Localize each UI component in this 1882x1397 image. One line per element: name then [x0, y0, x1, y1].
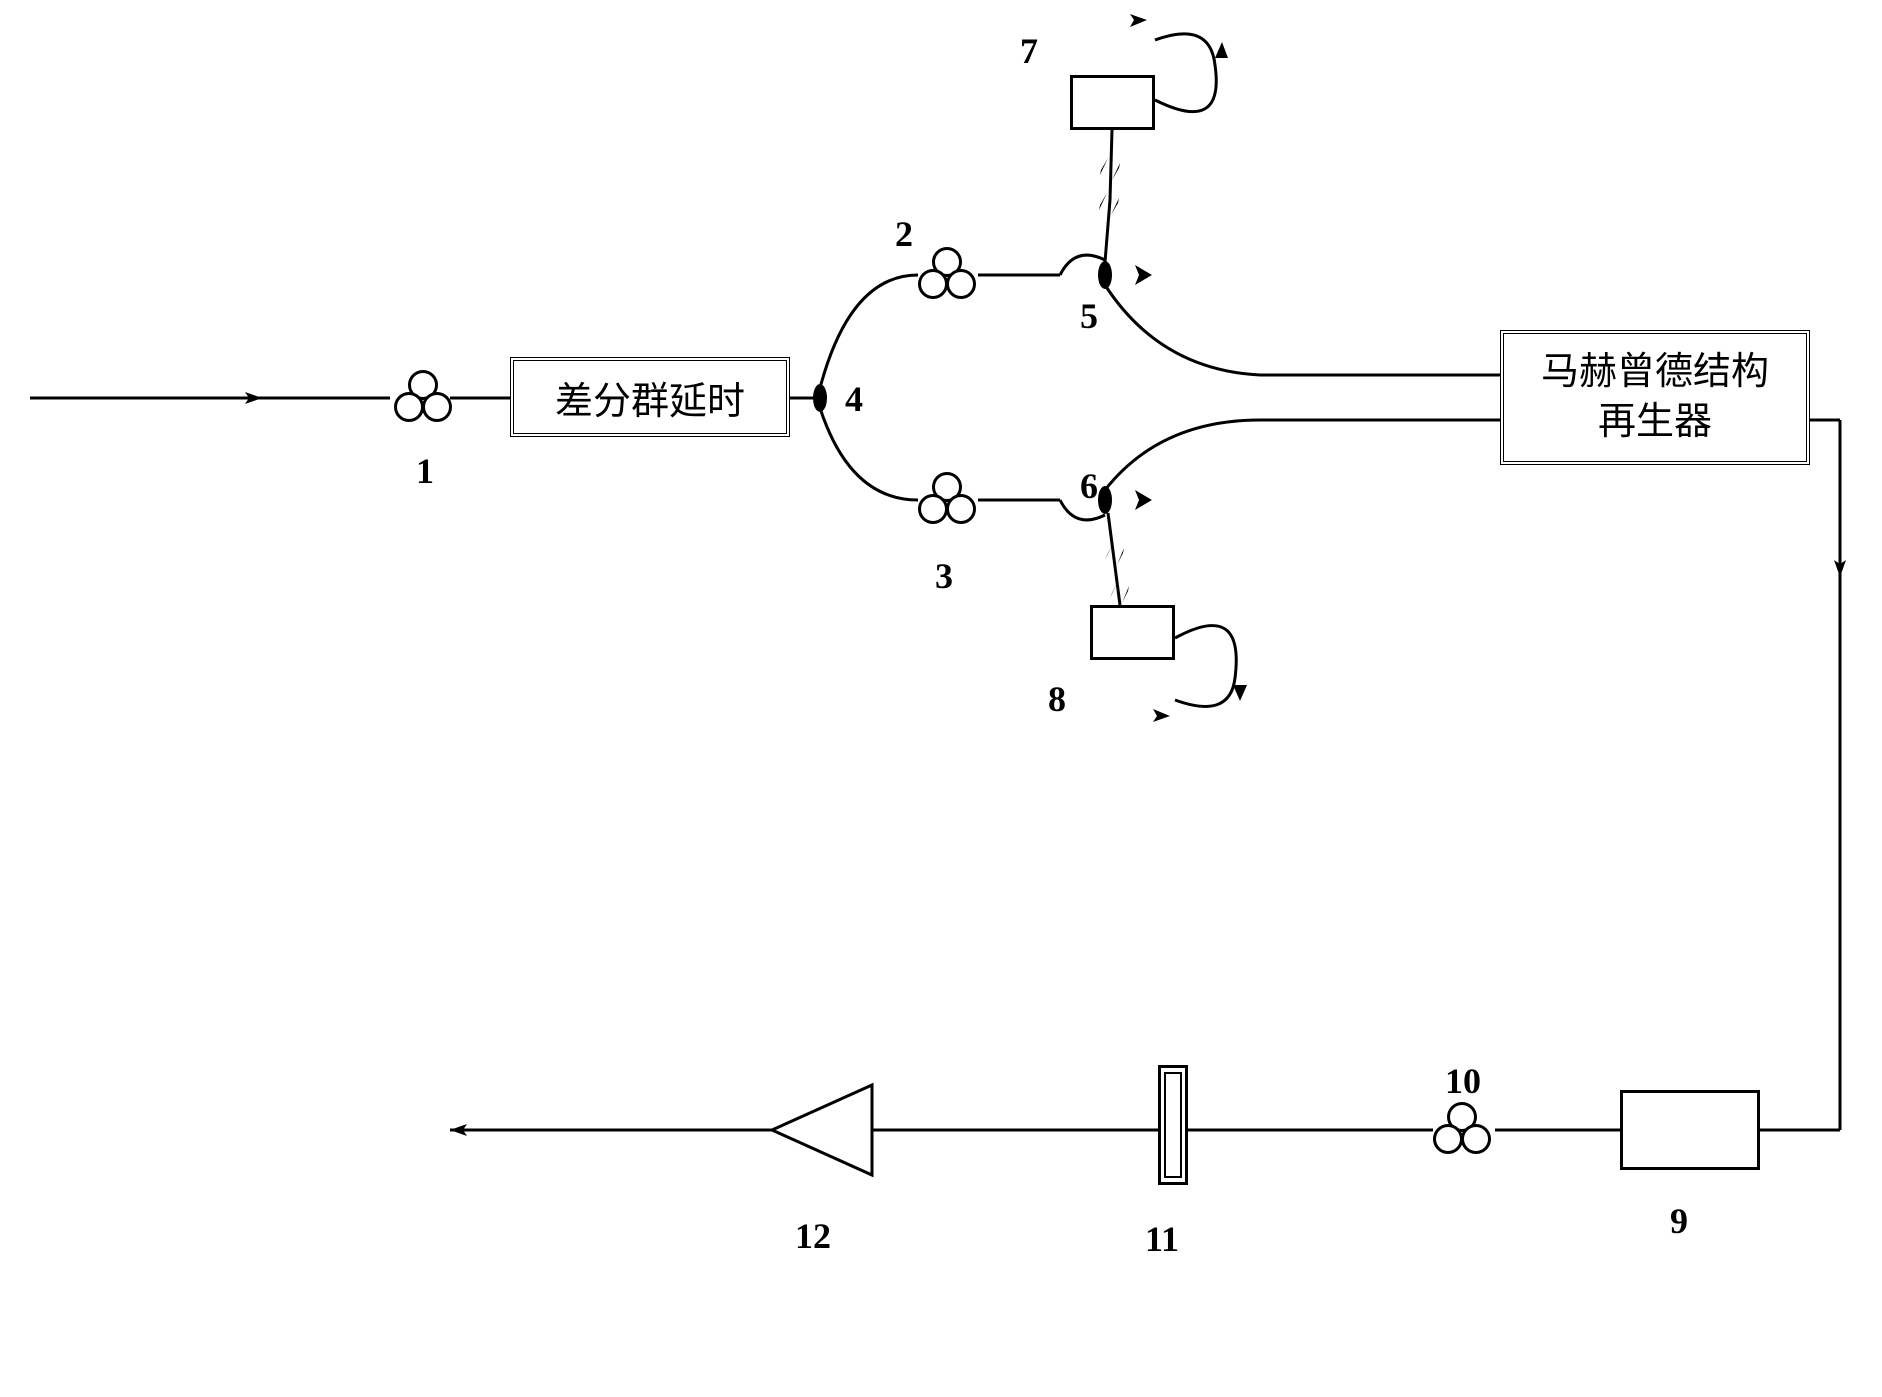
label-9: 9 [1670, 1200, 1688, 1242]
wdm-9 [1620, 1090, 1760, 1170]
diagram-canvas: 1 差分群延时 2 3 4 5 6 7 8 马赫曾德结构 再生器 9 10 11… [0, 0, 1882, 1397]
label-12: 12 [795, 1215, 831, 1257]
label-1: 1 [416, 450, 434, 492]
dgd-box: 差分群延时 [510, 357, 790, 437]
pc-3 [918, 478, 978, 526]
pc-1 [394, 376, 454, 424]
dgd-label: 差分群延时 [555, 370, 745, 425]
label-2: 2 [895, 213, 913, 255]
label-5: 5 [1080, 295, 1098, 337]
mz-label-line2: 再生器 [1598, 398, 1712, 447]
label-10: 10 [1445, 1060, 1481, 1102]
pc-2 [918, 253, 978, 301]
label-6: 6 [1080, 465, 1098, 507]
pc-10 [1433, 1108, 1493, 1156]
mz-regenerator-box: 马赫曾德结构 再生器 [1500, 330, 1810, 465]
filter-11-inner [1164, 1072, 1182, 1178]
isolator-8 [1090, 605, 1175, 660]
label-11: 11 [1145, 1218, 1179, 1260]
label-7: 7 [1020, 30, 1038, 72]
label-8: 8 [1048, 678, 1066, 720]
isolator-7 [1070, 75, 1155, 130]
connection-lines [0, 0, 1882, 1397]
label-3: 3 [935, 555, 953, 597]
mz-label-line1: 马赫曾德结构 [1541, 348, 1769, 397]
label-4: 4 [845, 378, 863, 420]
